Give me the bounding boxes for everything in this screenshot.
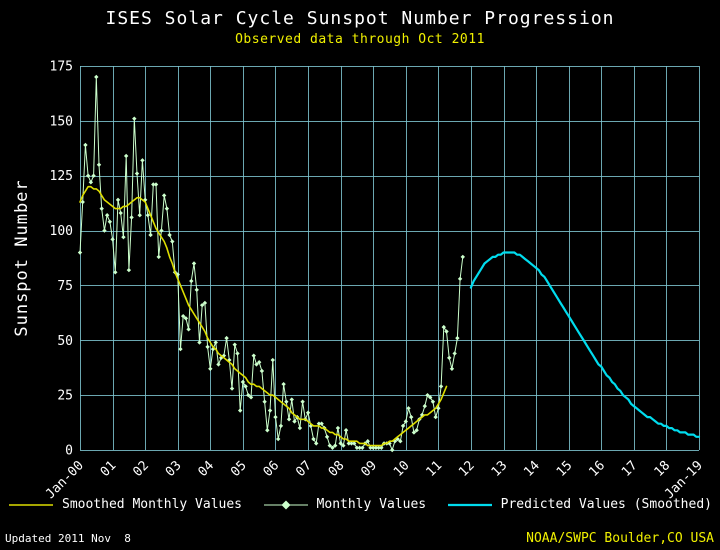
svg-text:05: 05 xyxy=(228,458,250,480)
svg-text:06: 06 xyxy=(261,458,283,480)
updated-timestamp: Updated 2011 Nov 8 xyxy=(5,532,131,545)
chart-subtitle: Observed data through Oct 2011 xyxy=(235,32,485,47)
svg-text:125: 125 xyxy=(50,169,73,184)
svg-text:50: 50 xyxy=(57,334,73,349)
legend-label-monthly: Monthly Values xyxy=(316,497,427,512)
svg-text:12: 12 xyxy=(456,458,478,480)
chart-legend: Smoothed Monthly Values Monthly Values P… xyxy=(0,497,720,512)
svg-text:08: 08 xyxy=(326,458,348,480)
smoothed-line-swatch xyxy=(9,503,53,506)
svg-text:03: 03 xyxy=(163,458,185,480)
monthly-line-swatch xyxy=(263,499,308,510)
svg-text:11: 11 xyxy=(424,458,446,480)
svg-text:04: 04 xyxy=(195,458,217,480)
svg-text:0: 0 xyxy=(65,444,73,459)
svg-text:18: 18 xyxy=(652,458,674,480)
svg-text:15: 15 xyxy=(554,458,576,480)
svg-text:13: 13 xyxy=(489,458,511,480)
svg-text:150: 150 xyxy=(50,114,73,129)
svg-text:10: 10 xyxy=(391,458,413,480)
svg-text:09: 09 xyxy=(358,458,380,480)
svg-text:75: 75 xyxy=(57,279,73,294)
svg-text:25: 25 xyxy=(57,389,73,404)
legend-item-predicted: Predicted Values (Smoothed) xyxy=(447,497,712,512)
svg-text:01: 01 xyxy=(98,458,120,480)
legend-item-monthly: Monthly Values xyxy=(263,497,427,512)
svg-text:100: 100 xyxy=(50,224,73,239)
svg-text:17: 17 xyxy=(619,458,641,480)
legend-label-predicted: Predicted Values (Smoothed) xyxy=(500,497,712,512)
svg-text:Sunspot Number: Sunspot Number xyxy=(12,179,32,336)
credit-text: NOAA/SWPC Boulder,CO USA xyxy=(526,531,714,546)
svg-text:07: 07 xyxy=(293,458,315,480)
svg-text:14: 14 xyxy=(521,458,543,480)
legend-label-smoothed: Smoothed Monthly Values xyxy=(62,497,243,512)
svg-text:175: 175 xyxy=(50,60,73,75)
chart-title: ISES Solar Cycle Sunspot Number Progress… xyxy=(105,8,615,29)
predicted-line-swatch xyxy=(447,503,492,506)
svg-text:16: 16 xyxy=(586,458,608,480)
svg-text:02: 02 xyxy=(130,458,152,480)
svg-text:Jan-00: Jan-00 xyxy=(43,458,87,502)
legend-item-smoothed: Smoothed Monthly Values xyxy=(8,497,242,512)
